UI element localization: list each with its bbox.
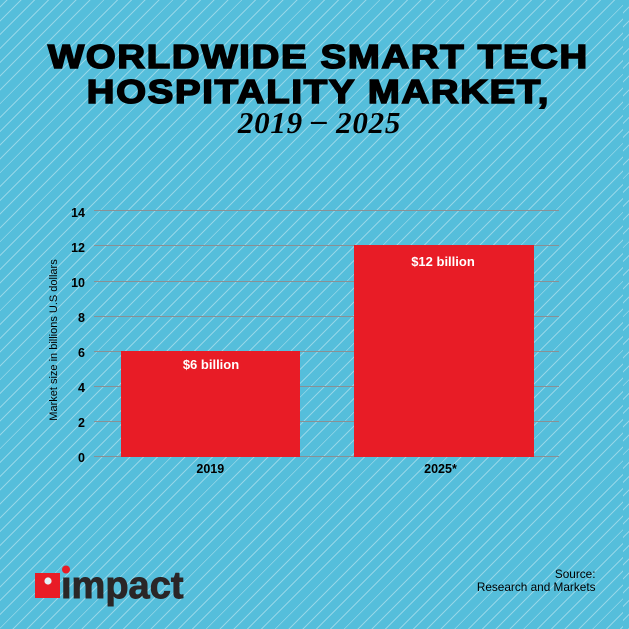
svg-text:ımpact: ımpact [61, 565, 184, 607]
